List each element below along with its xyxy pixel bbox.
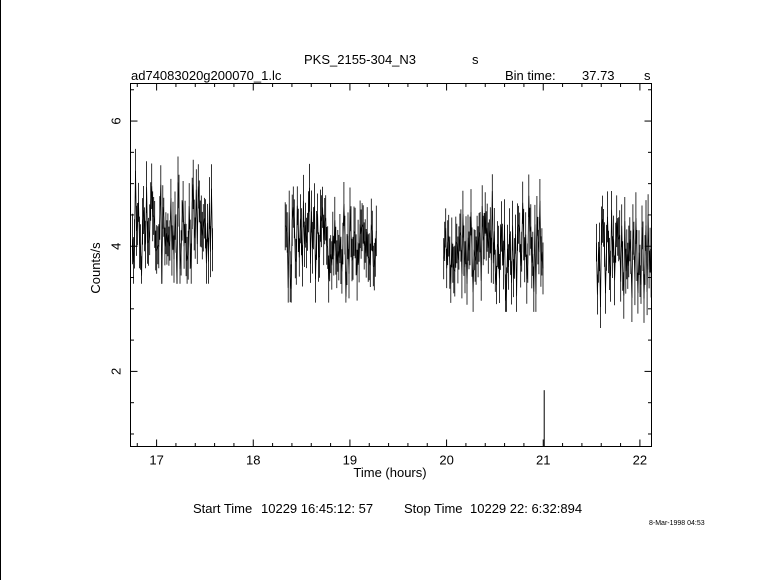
plot-date-stamp: 8-Mar-1998 04:53 [649,520,705,527]
y-tick-label-4: 4 [109,243,124,250]
x-tick-label-19: 19 [343,453,357,468]
x-tick-label-22: 22 [633,453,647,468]
y-tick-label-6: 6 [109,117,124,124]
light-curve-segment-2-errorbars [284,163,377,303]
file-name-label: ad74083020g200070_1.lc [131,68,282,83]
start-time-label: Start Time [193,501,253,516]
plot-frame [130,83,652,447]
source-suffix-label: s [472,52,479,67]
light-curve-segment-2 [285,187,377,297]
x-tick-label-18: 18 [246,453,260,468]
x-tick-label-17: 17 [149,453,163,468]
y-axis-label: Counts/s [88,242,103,294]
light-curve-segment-1-errorbars [132,148,213,284]
x-tick-label-20: 20 [439,453,453,468]
source-name-label: PKS_2155-304_N3 [304,52,417,67]
light-curve-series [132,148,652,447]
x-tick-label-21: 21 [536,453,550,468]
x-axis-label: Time (hours) [353,465,426,480]
left-border-line [0,0,1,580]
bin-time-value: 37.73 [582,68,615,83]
stop-time-value: 10229 22: 6:32:894 [470,501,583,516]
light-curve-segment-4 [596,209,652,308]
bin-time-label: Bin time: [505,68,556,83]
start-time-value: 10229 16:45:12: 57 [261,501,374,516]
axis-ticks [130,83,652,447]
stop-time-label: Stop Time [404,501,463,516]
light-curve-segment-1 [132,170,213,284]
bin-time-unit: s [644,68,651,83]
light-curve-segment-3 [443,191,544,301]
y-tick-label-2: 2 [109,368,124,375]
